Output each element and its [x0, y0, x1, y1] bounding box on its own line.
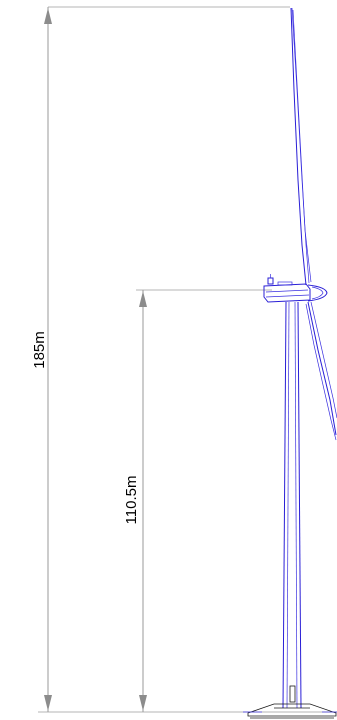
hub-spinner [307, 284, 328, 302]
tip-height-dimension: 185m [31, 7, 52, 712]
nacelle [263, 274, 311, 303]
hub-height-arrow-top [139, 291, 147, 307]
tip-height-label: 185m [31, 331, 48, 369]
lower-blade [305, 301, 337, 441]
tip-height-arrow-bottom [44, 695, 52, 711]
hub-height-dimension: 110.5m [123, 290, 147, 712]
hub-height-label: 110.5m [123, 476, 140, 525]
wind-turbine [243, 7, 337, 719]
extension-lines [38, 6, 337, 713]
hub-height-arrow-bottom [139, 695, 147, 711]
tower-door [289, 685, 296, 703]
tip-height-arrow-top [44, 8, 52, 24]
tower [282, 301, 302, 709]
upper-blade [290, 7, 312, 286]
foundation [243, 703, 337, 719]
